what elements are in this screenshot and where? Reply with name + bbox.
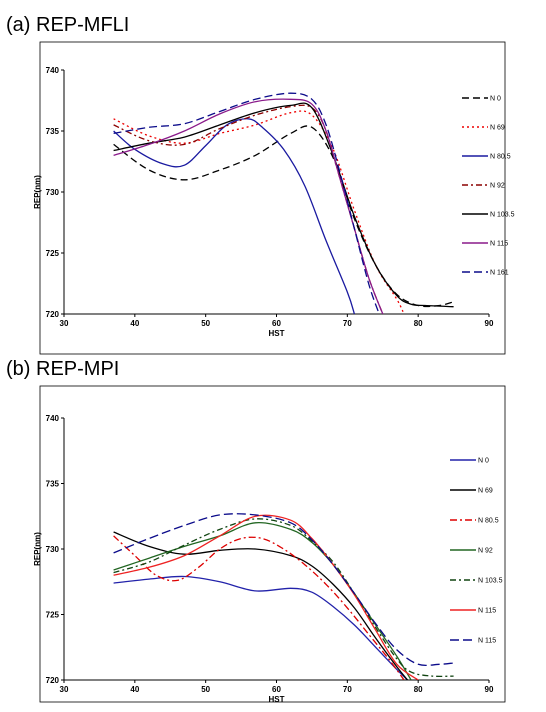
panel-b-title: (b) REP-MPI bbox=[6, 358, 120, 380]
legend-label: N 103.5 bbox=[478, 578, 503, 585]
x-tick-label: 40 bbox=[130, 319, 139, 328]
chart-frame bbox=[39, 385, 506, 703]
series-line-6 bbox=[113, 513, 454, 667]
series-line-1 bbox=[113, 531, 409, 680]
x-tick-label: 30 bbox=[60, 685, 69, 694]
x-tick-label: 90 bbox=[485, 685, 494, 694]
legend-label: N 80.5 bbox=[490, 154, 511, 161]
legend-label: N 92 bbox=[478, 548, 493, 555]
y-tick-label: 720 bbox=[46, 310, 60, 319]
x-tick-label: 90 bbox=[485, 319, 494, 328]
y-axis-label: REP(nm) bbox=[33, 532, 42, 566]
legend-label: N 115 bbox=[478, 608, 496, 615]
x-tick-label: 80 bbox=[414, 685, 423, 694]
legend-label: N 115 bbox=[490, 241, 508, 248]
y-tick-label: 720 bbox=[46, 676, 60, 685]
x-tick-label: 60 bbox=[272, 685, 281, 694]
y-tick-label: 735 bbox=[46, 127, 60, 136]
series-line-5 bbox=[113, 98, 384, 314]
legend-label: N 0 bbox=[490, 96, 501, 103]
legend-label: N 103.5 bbox=[490, 212, 515, 219]
y-tick-label: 725 bbox=[46, 249, 60, 258]
series-line-5 bbox=[113, 514, 419, 680]
y-tick-label: 730 bbox=[46, 188, 60, 197]
series-line-2 bbox=[113, 535, 405, 680]
series-line-3 bbox=[113, 521, 412, 680]
x-axis-label: HST bbox=[269, 695, 285, 704]
legend-label: N 80.5 bbox=[478, 518, 499, 525]
y-tick-label: 740 bbox=[46, 66, 60, 75]
y-tick-label: 735 bbox=[46, 480, 60, 489]
legend-label: N 92 bbox=[490, 183, 505, 190]
x-tick-label: 50 bbox=[201, 319, 210, 328]
x-tick-label: 80 bbox=[414, 319, 423, 328]
legend-label: N 161 bbox=[490, 270, 509, 277]
x-tick-label: 50 bbox=[201, 685, 210, 694]
series-line-0 bbox=[113, 125, 454, 308]
x-tick-label: 40 bbox=[130, 685, 139, 694]
chart-panel-a: 30 40 50 60 70 80 90 720 725 730 735 740 HST REP(nm) N… bbox=[33, 41, 515, 355]
series-line-3 bbox=[113, 104, 384, 314]
chart-panel-b: 30 40 50 60 70 80 90 720 725 730 735 740 HST REP(nm) N… bbox=[33, 385, 506, 704]
y-tick-label: 725 bbox=[46, 611, 60, 620]
x-tick-label: 70 bbox=[343, 319, 352, 328]
legend-label: N 69 bbox=[478, 488, 493, 495]
series-line-2 bbox=[113, 118, 356, 314]
series-line-0 bbox=[113, 575, 408, 680]
chart-frame bbox=[39, 41, 506, 355]
legend-label: N 69 bbox=[490, 125, 505, 132]
x-tick-label: 60 bbox=[272, 319, 281, 328]
series-line-4 bbox=[113, 518, 454, 678]
legend-label: N 0 bbox=[478, 458, 489, 465]
series-line-4 bbox=[113, 102, 454, 308]
series-line-6 bbox=[113, 92, 380, 314]
x-axis-label: HST bbox=[269, 329, 285, 338]
y-tick-label: 730 bbox=[46, 545, 60, 554]
x-tick-label: 30 bbox=[60, 319, 69, 328]
x-tick-label: 70 bbox=[343, 685, 352, 694]
legend-label: N 115 bbox=[478, 638, 496, 645]
y-axis-label: REP(nm) bbox=[33, 175, 42, 209]
panel-a-title: (a) REP-MFLI bbox=[6, 14, 130, 36]
y-tick-label: 740 bbox=[46, 414, 60, 423]
